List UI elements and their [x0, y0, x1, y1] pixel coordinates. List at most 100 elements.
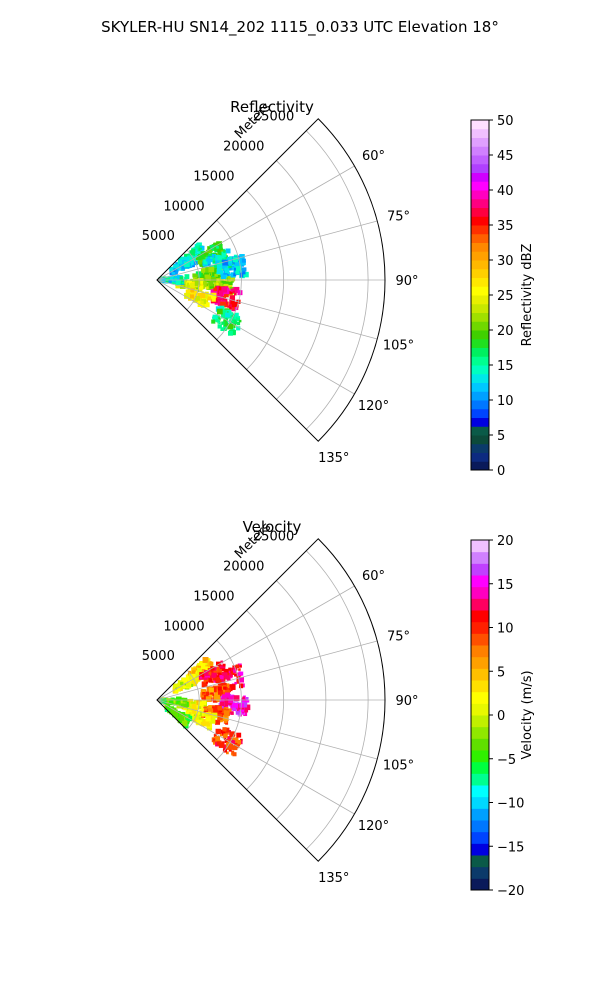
echo-pixel: [213, 670, 218, 675]
colorbar-swatch: [471, 400, 489, 410]
echo-pixel: [168, 279, 172, 284]
echo-pixel: [214, 273, 218, 278]
echo-pixel: [231, 316, 235, 320]
echo-pixel: [242, 267, 247, 272]
echo-pixel: [186, 682, 191, 688]
echo-pixel: [232, 301, 238, 308]
echo-pixel: [183, 703, 188, 708]
echo-pixel: [216, 243, 223, 250]
echo-pixel: [210, 692, 214, 696]
echo-pixel: [223, 250, 226, 253]
echo-pixel: [218, 742, 225, 748]
azimuth-tick-label: 120°: [358, 819, 389, 834]
echo-pixel: [189, 294, 195, 299]
echo-pixel: [228, 310, 232, 314]
colorbar-swatch: [471, 155, 489, 165]
echo-region: [218, 692, 251, 717]
echo-pixel: [221, 251, 227, 257]
echo-pixel: [219, 279, 224, 285]
colorbar-swatch: [471, 172, 489, 182]
echo-pixel: [226, 265, 231, 271]
echo-pixel: [232, 256, 239, 263]
echo-pixel: [227, 736, 231, 740]
echo-pixel: [221, 708, 226, 714]
echo-pixel: [202, 657, 209, 663]
azimuth-spoke: [156, 279, 378, 340]
echo-pixel: [199, 676, 202, 679]
echo-pixel: [229, 263, 232, 266]
echo-pixel: [232, 319, 237, 325]
echo-pixel: [205, 265, 208, 268]
echo-pixel: [171, 278, 178, 285]
echo-pixel: [228, 708, 232, 712]
echo-pixel: [222, 309, 227, 314]
echo-pixel: [215, 728, 221, 735]
echo-pixel: [198, 252, 201, 255]
echo-pixel: [170, 707, 177, 714]
echo-pixel: [214, 265, 220, 271]
colorbar-swatch: [471, 190, 489, 200]
echo-pixel: [224, 692, 231, 698]
colorbar-swatch: [471, 286, 489, 296]
echo-pixel: [232, 752, 237, 757]
colorbar-swatch: [471, 750, 489, 763]
colorbar-swatch: [471, 633, 489, 646]
colorbar-swatch: [471, 726, 489, 739]
echo-pixel: [208, 249, 212, 254]
colorbar-swatch: [471, 373, 489, 383]
echo-pixel: [200, 665, 206, 670]
echo-pixel: [208, 266, 215, 273]
echo-pixel: [212, 272, 216, 276]
echo-pixel: [205, 258, 209, 262]
echo-pixel: [220, 301, 226, 308]
echo-pixel: [224, 714, 227, 717]
echo-pixel: [239, 254, 245, 260]
echo-pixel: [233, 703, 239, 708]
colorbar-swatch: [471, 330, 489, 340]
range-tick-label: 5000: [142, 649, 175, 664]
echo-pixel: [234, 292, 237, 296]
azimuth-spoke: [156, 640, 378, 701]
colorbar-swatch: [471, 426, 489, 436]
echo-pixel: [219, 665, 223, 669]
echo-pixel: [176, 688, 181, 692]
figure-title: SKYLER-HU SN14_202 1115_0.033 UTC Elevat…: [101, 18, 499, 37]
echo-pixel: [224, 727, 230, 733]
colorbar-swatch: [471, 163, 489, 173]
echo-pixel: [217, 689, 223, 695]
colorbar-swatch: [471, 598, 489, 611]
colorbar-tick-label: 0: [497, 464, 505, 479]
echo-pixel: [228, 279, 231, 282]
echo-pixel: [228, 667, 232, 671]
colorbar-swatch: [471, 225, 489, 235]
echo-pixel: [235, 265, 242, 272]
echo-pixel: [216, 661, 221, 667]
echo-pixel: [230, 710, 234, 713]
echo-pixel: [228, 698, 234, 704]
echo-pixel: [220, 273, 227, 280]
echo-pixel: [228, 730, 231, 733]
echo-pixel: [216, 269, 222, 275]
echo-pixel: [207, 296, 211, 301]
echo-pixel: [229, 291, 233, 295]
echo-pixel: [205, 691, 210, 696]
echo-pixel: [222, 264, 228, 270]
colorbar-tick-label: −5: [497, 753, 516, 768]
echo-pixel: [222, 663, 226, 667]
echo-pixel: [242, 271, 246, 275]
colorbar-swatch: [471, 321, 489, 331]
echo-pixel: [201, 681, 208, 688]
echo-pixel: [228, 695, 234, 701]
colorbar-swatch: [471, 137, 489, 147]
echo-pixel: [207, 658, 211, 662]
echo-pixel: [204, 302, 210, 308]
panel-reflectivity: Reflectivity60°75°90°105°120°135°5000100…: [142, 98, 535, 479]
echo-pixel: [214, 268, 219, 273]
echo-pixel: [200, 268, 206, 274]
echo-pixel: [194, 699, 197, 703]
echo-pixel: [219, 701, 225, 706]
echo-pixel: [198, 247, 202, 252]
echo-pixel: [227, 276, 233, 282]
echo-pixel: [217, 705, 222, 711]
echo-pixel: [180, 717, 185, 722]
